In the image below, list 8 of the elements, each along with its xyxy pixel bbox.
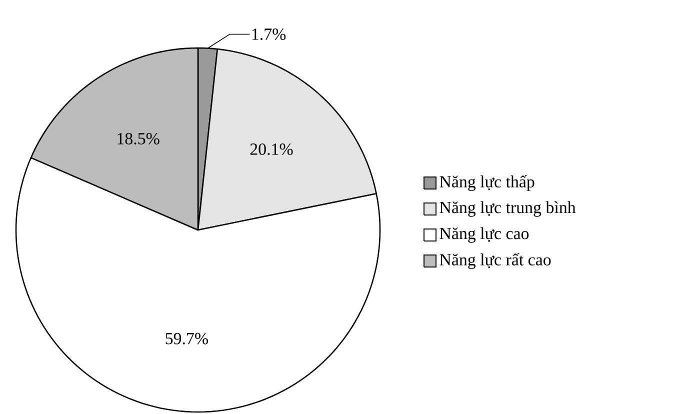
data-label: 1.7% <box>252 28 286 40</box>
data-label: 18.5% <box>118 132 160 144</box>
legend-label: Năng lực trung bình <box>440 201 576 217</box>
legend-label: Năng lực thấp <box>440 175 534 191</box>
data-label: 59.7% <box>166 332 208 344</box>
legend-label: Năng lực cao <box>440 227 529 243</box>
data-label: 20.1% <box>250 143 293 155</box>
legend-label: Năng lực rất cao <box>440 253 551 269</box>
